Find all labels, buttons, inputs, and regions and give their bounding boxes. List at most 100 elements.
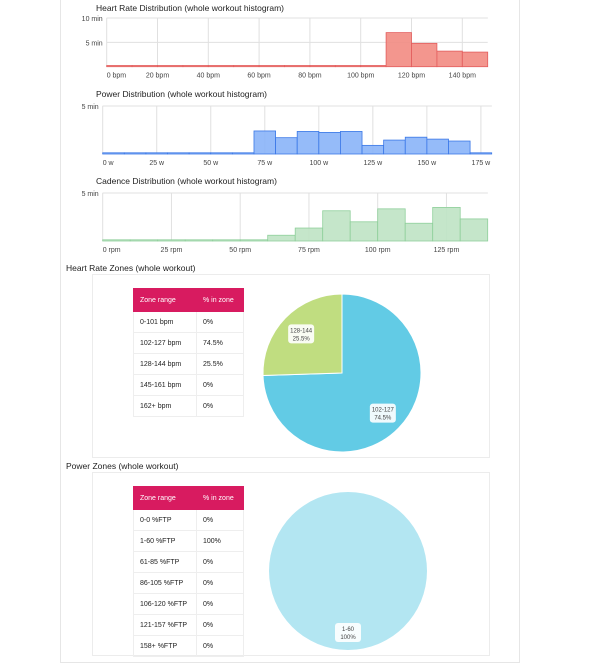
power-histogram-bar (123, 152, 147, 155)
zone-percent: 0% (196, 395, 244, 417)
column-header: Zone range (133, 288, 197, 312)
column-header: Zone range (133, 486, 197, 510)
power-zones-panel: Zone range% in zone 0-0 %FTP 0% 1-60 %FTP 10… (92, 472, 490, 657)
x-tick-label: 20 bpm (146, 73, 170, 80)
cadence-histogram-bar (184, 239, 214, 242)
cadence-histogram-chart: 5 min 0 rpm 25 rpm 50 rpm 75 rpm 100 rpm 125 r… (82, 191, 489, 254)
power-histogram-bar (383, 139, 406, 155)
hr-histogram-bar (360, 65, 387, 68)
power-zones-title: Power Zones (whole workout) (66, 461, 179, 471)
power-histogram-chart: 5 min 0 w 25 w 50 w 75 w 100 w 125 w 150 w 175 w (82, 104, 493, 167)
power-histogram-bar (318, 132, 341, 155)
pie-slice (269, 492, 427, 650)
power-histogram-bar (275, 137, 298, 155)
power-histogram-bar (145, 152, 168, 155)
hr-histogram-bar (436, 50, 463, 68)
cadence-histogram-bar (322, 210, 351, 242)
hr-histogram-bar (411, 42, 438, 68)
x-tick-label: 140 bpm (449, 73, 476, 80)
x-tick-label: 125 rpm (434, 247, 460, 254)
power-histogram-bar (340, 131, 363, 155)
cadence-histogram-bar (267, 234, 296, 242)
power-histogram-bar (210, 152, 233, 155)
table-header-row: Zone range% in zone (133, 288, 244, 312)
power-histogram-bar (167, 152, 190, 155)
hr-histogram-bar (385, 32, 412, 68)
cadence-histogram-bar (129, 239, 159, 242)
y-tick-label: 5 min (82, 191, 99, 198)
table-row: 86-105 %FTP 0% (133, 572, 244, 594)
column-header: % in zone (196, 288, 244, 312)
pie-label-box (335, 623, 361, 642)
cadence-histogram-bar (102, 239, 131, 242)
y-tick-label: 5 min (86, 40, 103, 47)
hr-zones-table: Zone range% in zone 0-101 bpm 0% 102-127 bp… (133, 288, 244, 417)
hr-histogram-bar (182, 65, 209, 68)
power-histogram-bar (448, 140, 471, 155)
hr-histogram-bar (258, 65, 285, 68)
column-header: % in zone (196, 486, 244, 510)
hr-histogram-bar (233, 65, 260, 68)
table-row: 145-161 bpm 0% (133, 374, 244, 396)
table-header-row: Zone range% in zone (133, 486, 244, 510)
x-tick-label: 60 bpm (247, 73, 271, 80)
x-tick-label: 125 w (363, 160, 383, 167)
x-tick-label: 25 w (149, 160, 165, 167)
hr-histogram-chart: 5 min 10 min 0 bpm 20 bpm 40 bpm 60 bpm 80 bpm… (82, 16, 489, 80)
power-zones-pie: 1-60 100% (269, 492, 427, 650)
zone-percent: 100% (196, 530, 244, 552)
table-row: 61-85 %FTP 0% (133, 551, 244, 573)
hr-histogram-bar (284, 65, 311, 68)
zone-percent: 0% (196, 311, 244, 333)
y-tick-label: 10 min (82, 16, 103, 23)
pie-label-box (369, 403, 396, 423)
power-zones-table: Zone range% in zone 0-0 %FTP 0% 1-60 %FTP 10… (133, 486, 244, 657)
x-tick-label: 25 rpm (161, 247, 183, 254)
cadence-histogram-bar (157, 239, 186, 242)
power-histogram-bar (426, 138, 449, 155)
x-tick-label: 40 bpm (197, 73, 221, 80)
power-histogram-bar (102, 152, 125, 155)
power-histogram-bar (253, 130, 276, 155)
cadence-histogram-bar (349, 221, 379, 242)
x-tick-label: 0 bpm (107, 73, 127, 80)
cadence-histogram-bar (212, 239, 241, 242)
power-histogram-title: Power Distribution (whole workout histog… (96, 89, 268, 99)
cadence-histogram-bar (239, 239, 269, 242)
pie-label-range: 1-60 (342, 627, 355, 633)
hr-histogram-bar (106, 65, 133, 68)
table-row: 106-120 %FTP 0% (133, 593, 244, 615)
hr-zones-panel: Zone range% in zone 0-101 bpm 0% 102-127 bp… (92, 274, 490, 458)
table-row: 158+ %FTP 0% (133, 635, 244, 657)
table-row: 0-101 bpm 0% (133, 311, 244, 333)
pie-label-percent: 25.5% (293, 336, 311, 342)
hr-histogram-title: Heart Rate Distribution (whole workout h… (96, 3, 285, 13)
x-tick-label: 75 w (257, 160, 273, 167)
x-tick-label: 100 w (309, 160, 329, 167)
hr-zones-pie: 102-127 74.5% 128-144 25.5% (262, 293, 422, 453)
power-histogram-bar (296, 131, 320, 155)
y-tick-label: 5 min (82, 104, 99, 111)
cadence-histogram-bar (404, 222, 434, 242)
x-tick-label: 75 rpm (298, 247, 320, 254)
hr-zones-title: Heart Rate Zones (whole workout) (66, 263, 196, 273)
x-tick-label: 0 rpm (103, 247, 121, 254)
power-histogram-bar (231, 152, 255, 155)
x-tick-label: 50 rpm (229, 247, 251, 254)
power-histogram-bar (188, 152, 212, 155)
hr-histogram-bar (131, 65, 158, 68)
cadence-histogram-bar (459, 218, 489, 242)
cadence-histogram-title: Cadence Distribution (whole workout hist… (96, 176, 277, 186)
pie-label-percent: 100% (340, 635, 356, 641)
pie-label-range: 128-144 (290, 328, 313, 334)
power-histogram-bar (404, 136, 428, 155)
cadence-histogram-bar (432, 206, 461, 242)
cadence-histogram-bar (377, 208, 406, 242)
power-histogram-bar (361, 144, 385, 155)
x-tick-label: 150 w (418, 160, 438, 167)
x-tick-label: 50 w (203, 160, 219, 167)
power-histogram-bar (469, 152, 493, 155)
x-tick-label: 80 bpm (298, 73, 322, 80)
x-tick-label: 175 w (472, 160, 492, 167)
hr-histogram-bar (157, 65, 184, 68)
